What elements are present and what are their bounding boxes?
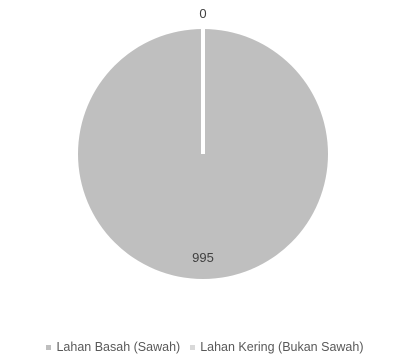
data-label-lahan-kering: 995: [192, 250, 214, 265]
legend-item-lahan-basah[interactable]: Lahan Basah (Sawah): [46, 340, 180, 354]
pie-slices: [78, 29, 328, 279]
legend: Lahan Basah (Sawah) Lahan Kering (Bukan …: [0, 340, 410, 354]
legend-swatch-lahan-kering: [190, 344, 196, 350]
legend-item-lahan-kering[interactable]: Lahan Kering (Bukan Sawah): [190, 340, 364, 354]
data-label-lahan-basah: 0: [199, 6, 206, 21]
legend-label-lahan-basah: Lahan Basah (Sawah): [56, 340, 181, 354]
legend-label-lahan-kering: Lahan Kering (Bukan Sawah): [200, 340, 364, 354]
legend-swatch-lahan-basah: [46, 344, 52, 350]
